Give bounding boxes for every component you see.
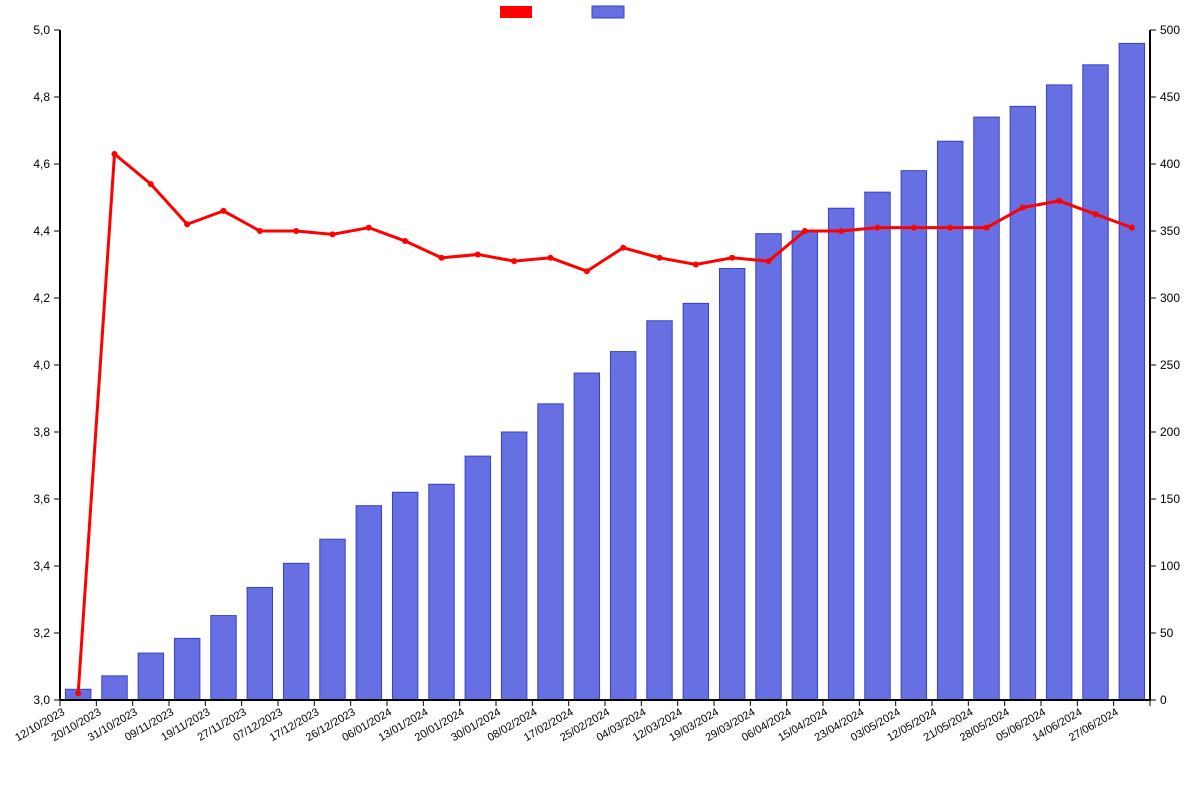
bar xyxy=(865,192,890,700)
ytick-right: 500 xyxy=(1160,23,1180,37)
bar xyxy=(538,404,563,700)
bar xyxy=(610,352,635,700)
ytick-right: 50 xyxy=(1160,626,1174,640)
line-marker xyxy=(947,225,953,231)
ytick-right: 350 xyxy=(1160,224,1180,238)
line-marker xyxy=(657,255,663,261)
bar xyxy=(356,506,381,700)
line-marker xyxy=(330,231,336,237)
bar xyxy=(756,234,781,700)
line-marker xyxy=(584,268,590,274)
ytick-left: 3,8 xyxy=(33,425,50,439)
ytick-right: 300 xyxy=(1160,291,1180,305)
ytick-right: 250 xyxy=(1160,358,1180,372)
bar xyxy=(974,117,999,700)
bar xyxy=(683,303,708,700)
line-marker xyxy=(366,225,372,231)
ytick-right: 450 xyxy=(1160,90,1180,104)
line-marker xyxy=(729,255,735,261)
ytick-right: 0 xyxy=(1160,693,1167,707)
line-marker xyxy=(475,251,481,257)
ytick-left: 3,4 xyxy=(33,559,50,573)
line-marker xyxy=(1129,225,1135,231)
line-marker xyxy=(875,225,881,231)
bar xyxy=(1010,106,1035,700)
legend-swatch-bar xyxy=(592,6,624,18)
line-marker xyxy=(402,238,408,244)
bar xyxy=(1083,65,1108,700)
line-marker xyxy=(112,151,118,157)
bar xyxy=(211,616,236,700)
line-marker xyxy=(293,228,299,234)
bar xyxy=(174,638,199,700)
line-marker xyxy=(75,690,81,696)
ytick-left: 4,0 xyxy=(33,358,50,372)
line-marker xyxy=(221,208,227,214)
bar xyxy=(719,269,744,700)
bar xyxy=(1119,43,1144,700)
bar xyxy=(1046,85,1071,700)
bar xyxy=(501,432,526,700)
ytick-right: 150 xyxy=(1160,492,1180,506)
line-marker xyxy=(766,258,772,264)
ytick-left: 3,0 xyxy=(33,693,50,707)
bar xyxy=(574,373,599,700)
ytick-left: 4,4 xyxy=(33,224,50,238)
line-marker xyxy=(693,262,699,268)
line-marker xyxy=(802,228,808,234)
bar xyxy=(392,492,417,700)
ytick-left: 4,6 xyxy=(33,157,50,171)
line-marker xyxy=(511,258,517,264)
line-marker xyxy=(548,255,554,261)
line-marker xyxy=(148,181,154,187)
ytick-left: 3,2 xyxy=(33,626,50,640)
line-marker xyxy=(984,225,990,231)
line-marker xyxy=(184,221,190,227)
bar xyxy=(901,171,926,700)
bar xyxy=(138,653,163,700)
bar xyxy=(429,484,454,700)
line-marker xyxy=(1093,211,1099,217)
ytick-left: 5,0 xyxy=(33,23,50,37)
ytick-left: 4,8 xyxy=(33,90,50,104)
bar xyxy=(102,676,127,700)
bar xyxy=(828,208,853,700)
combo-chart: 3,0 3,2 3,4 3,6 3,8 4,0 4,2 4,4 4,6 4,8 5,0 0 50 100 1… xyxy=(0,0,1200,800)
line-marker xyxy=(1020,205,1026,211)
ytick-right: 100 xyxy=(1160,559,1180,573)
ytick-left: 4,2 xyxy=(33,291,50,305)
ytick-right: 400 xyxy=(1160,157,1180,171)
bar xyxy=(792,231,817,700)
line-marker xyxy=(620,245,626,251)
legend-swatch-line xyxy=(500,6,532,18)
line-marker xyxy=(1056,198,1062,204)
line-marker xyxy=(257,228,263,234)
line-marker xyxy=(439,255,445,261)
bar xyxy=(320,539,345,700)
bar xyxy=(283,563,308,700)
bar xyxy=(647,321,672,700)
line-marker xyxy=(838,228,844,234)
ytick-left: 3,6 xyxy=(33,492,50,506)
bar xyxy=(247,587,272,700)
line-marker xyxy=(911,225,917,231)
bar xyxy=(465,456,490,700)
ytick-right: 200 xyxy=(1160,425,1180,439)
